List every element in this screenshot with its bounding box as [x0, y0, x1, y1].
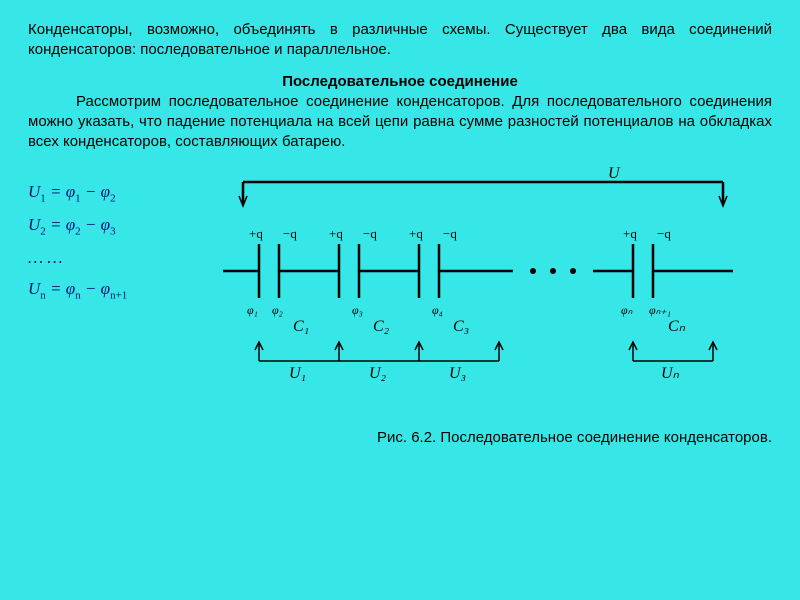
formula-line-1: U1 = φ1 − φ2 [28, 176, 213, 209]
intro-text: Конденсаторы, возможно, объединять в раз… [28, 20, 772, 61]
svg-text:+q: +q [409, 226, 423, 241]
formula-line-2: U2 = φ2 − φ3 [28, 209, 213, 242]
circuit-diagram: U +q −q φ₁ φ₂ C₁ +q −q φ₃ C₂ +q [213, 166, 772, 401]
svg-text:Uₙ: Uₙ [661, 365, 680, 382]
svg-text:+q: +q [329, 226, 343, 241]
svg-text:C₂: C₂ [373, 318, 390, 335]
figure-caption: Рис. 6.2. Последовательное соединение ко… [28, 429, 772, 446]
section-title: Последовательное соединение [28, 73, 772, 90]
svg-text:C₃: C₃ [453, 318, 469, 335]
content-row: U1 = φ1 − φ2 U2 = φ2 − φ3 … … Un = φn − … [28, 166, 772, 401]
formula-line-3: … … [28, 242, 213, 273]
svg-text:U₂: U₂ [369, 365, 387, 382]
svg-text:φₙ: φₙ [621, 303, 633, 317]
svg-text:C₁: C₁ [293, 318, 309, 335]
svg-text:+q: +q [623, 226, 637, 241]
section-body: Рассмотрим последовательное соединение к… [28, 92, 772, 153]
formula-line-4: Un = φn − φn+1 [28, 273, 213, 306]
svg-text:φ₂: φ₂ [272, 303, 283, 317]
formula-block: U1 = φ1 − φ2 U2 = φ2 − φ3 … … Un = φn − … [28, 166, 213, 306]
svg-text:φ₄: φ₄ [432, 303, 443, 317]
svg-text:φ₁: φ₁ [247, 303, 258, 317]
svg-text:−q: −q [443, 226, 457, 241]
svg-text:−q: −q [657, 226, 671, 241]
total-voltage-label: U [608, 166, 621, 182]
svg-text:−q: −q [363, 226, 377, 241]
svg-text:Cₙ: Cₙ [668, 318, 686, 335]
svg-text:+q: +q [249, 226, 263, 241]
svg-text:φ₃: φ₃ [352, 303, 363, 317]
svg-text:U₁: U₁ [289, 365, 306, 382]
svg-text:φₙ₊₁: φₙ₊₁ [649, 303, 671, 317]
svg-text:U₃: U₃ [449, 365, 466, 382]
svg-text:−q: −q [283, 226, 297, 241]
